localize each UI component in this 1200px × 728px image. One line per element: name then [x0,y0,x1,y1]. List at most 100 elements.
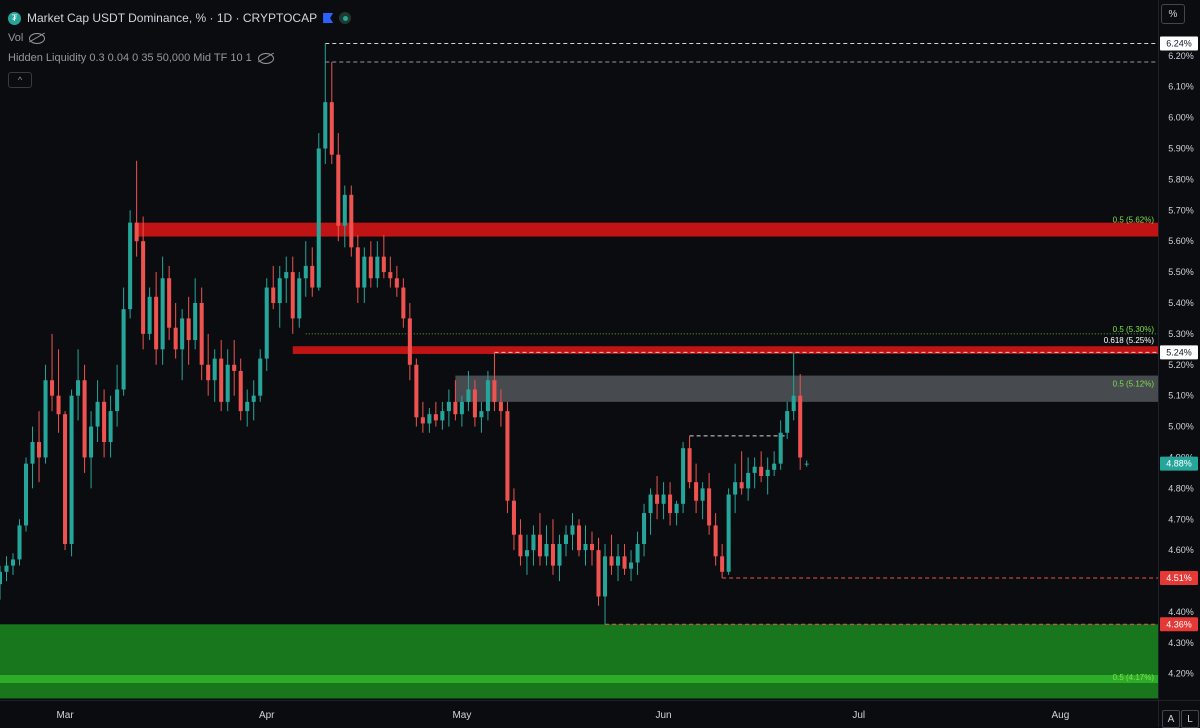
candle [43,364,48,464]
zones-layer [0,222,1158,699]
indicator-label: Hidden Liquidity 0.3 0.04 0 35 50,000 Mi… [8,51,252,64]
zone-red-1 [292,346,1158,354]
candle-body [453,401,458,415]
candle [453,380,458,421]
candle-body [427,414,432,424]
candle [537,513,542,566]
candle-body [134,222,139,242]
y-tick-label: 4.40% [1168,607,1194,617]
collapse-legend-button[interactable]: ^ [8,72,32,88]
candle [245,389,250,427]
price-label-bg [1160,570,1198,585]
candle-body [258,358,263,396]
price-label-bg [1160,36,1198,51]
candle [128,210,133,319]
candle [173,302,178,359]
candle-body [616,556,621,566]
symbol-title[interactable]: Market Cap USDT Dominance, % · 1D · CRYP… [27,10,318,25]
candle [297,272,302,328]
candle-body [485,380,490,412]
candle [212,349,217,402]
candle-body [531,534,536,551]
candle-body [661,494,666,504]
candle-body [388,272,393,279]
candle [63,411,68,551]
candle [524,534,529,575]
fib-label: 0.5 (5.62%) [1113,216,1155,225]
candle [219,340,224,412]
candle [121,287,126,396]
candle-body [576,525,582,551]
candle [362,247,367,303]
chart-area[interactable]: 0.5 (5.62%) 0.618 (5.25%) 0.5 (5.12%) 0.5 (… [0,0,1158,700]
candle-body [570,525,575,535]
candle-body [563,534,569,544]
candle-body [17,525,22,560]
candle [206,333,211,396]
candle [778,420,783,470]
candle-body [95,401,100,427]
candle [160,256,165,365]
x-tick-label: Mar [56,710,74,721]
candle-body [89,426,94,458]
y-tick-label: 5.40% [1168,298,1194,308]
candle [180,309,185,381]
candle [550,519,555,575]
log-scale-button[interactable]: L [1181,710,1199,728]
candle-body [349,194,354,248]
candle-body [739,482,744,489]
candle [102,389,107,458]
candle-body [440,411,445,421]
candle-body [199,302,204,365]
candle [642,503,647,557]
price-axis-labels: 6.20% 6.10% 6.00% 5.90% 5.80% 5.70% 5.60% 5.50%… [1160,36,1198,679]
eye-hidden-icon[interactable] [257,52,274,64]
candle-body [368,256,373,279]
candle-body [30,442,35,464]
flag-icon[interactable] [323,13,334,23]
candle-body [420,417,425,424]
y-tick-label: 5.20% [1168,360,1194,370]
candle [446,389,451,427]
candle [394,265,399,297]
candle [0,565,3,600]
candle [225,349,230,412]
time-axis[interactable]: Mar Apr May Jun Jul Aug [0,700,1158,727]
candle-body [82,380,87,458]
market-status-icon[interactable] [339,12,352,24]
candle-body [271,287,276,303]
candle-body [115,389,120,412]
candle [193,278,198,350]
price-axis[interactable]: 6.20% 6.10% 6.00% 5.90% 5.80% 5.70% 5.60% 5.50%… [1158,0,1200,700]
legend-title-row[interactable]: ₮ Market Cap USDT Dominance, % · 1D · CR… [8,8,352,28]
eye-hidden-icon[interactable] [29,32,46,44]
candle [323,43,328,164]
candle-body [76,380,81,396]
candle [804,460,809,467]
percent-scale-button[interactable]: % [1161,4,1185,24]
legend-vol-row[interactable]: Vol [8,28,351,48]
candle-body [63,414,68,544]
candle-body [798,395,803,458]
price-label-bg [1160,345,1198,360]
candle-body [355,247,360,288]
candle [76,349,81,421]
candle-body [472,389,477,418]
candle [238,358,243,421]
y-tick-label: 4.20% [1168,669,1194,679]
candle [498,389,503,427]
candle [251,380,256,421]
candle [134,160,139,257]
price-chart[interactable]: 0.5 (5.62%) 0.618 (5.25%) 0.5 (5.12%) 0.5 (… [0,0,1158,700]
y-tick-label: 4.80% [1168,483,1194,493]
candle [401,278,406,328]
time-axis-labels: Mar Apr May Jun Jul Aug [56,710,1069,721]
candle-body [414,364,419,418]
candle [563,525,569,557]
zone-green-3 [0,624,1158,699]
candle [557,534,562,582]
candle [570,513,575,551]
auto-scale-button[interactable]: A [1162,710,1180,728]
candle-body [446,401,451,412]
legend-indicator-row[interactable]: Hidden Liquidity 0.3 0.04 0 35 50,000 Mi… [8,48,351,68]
